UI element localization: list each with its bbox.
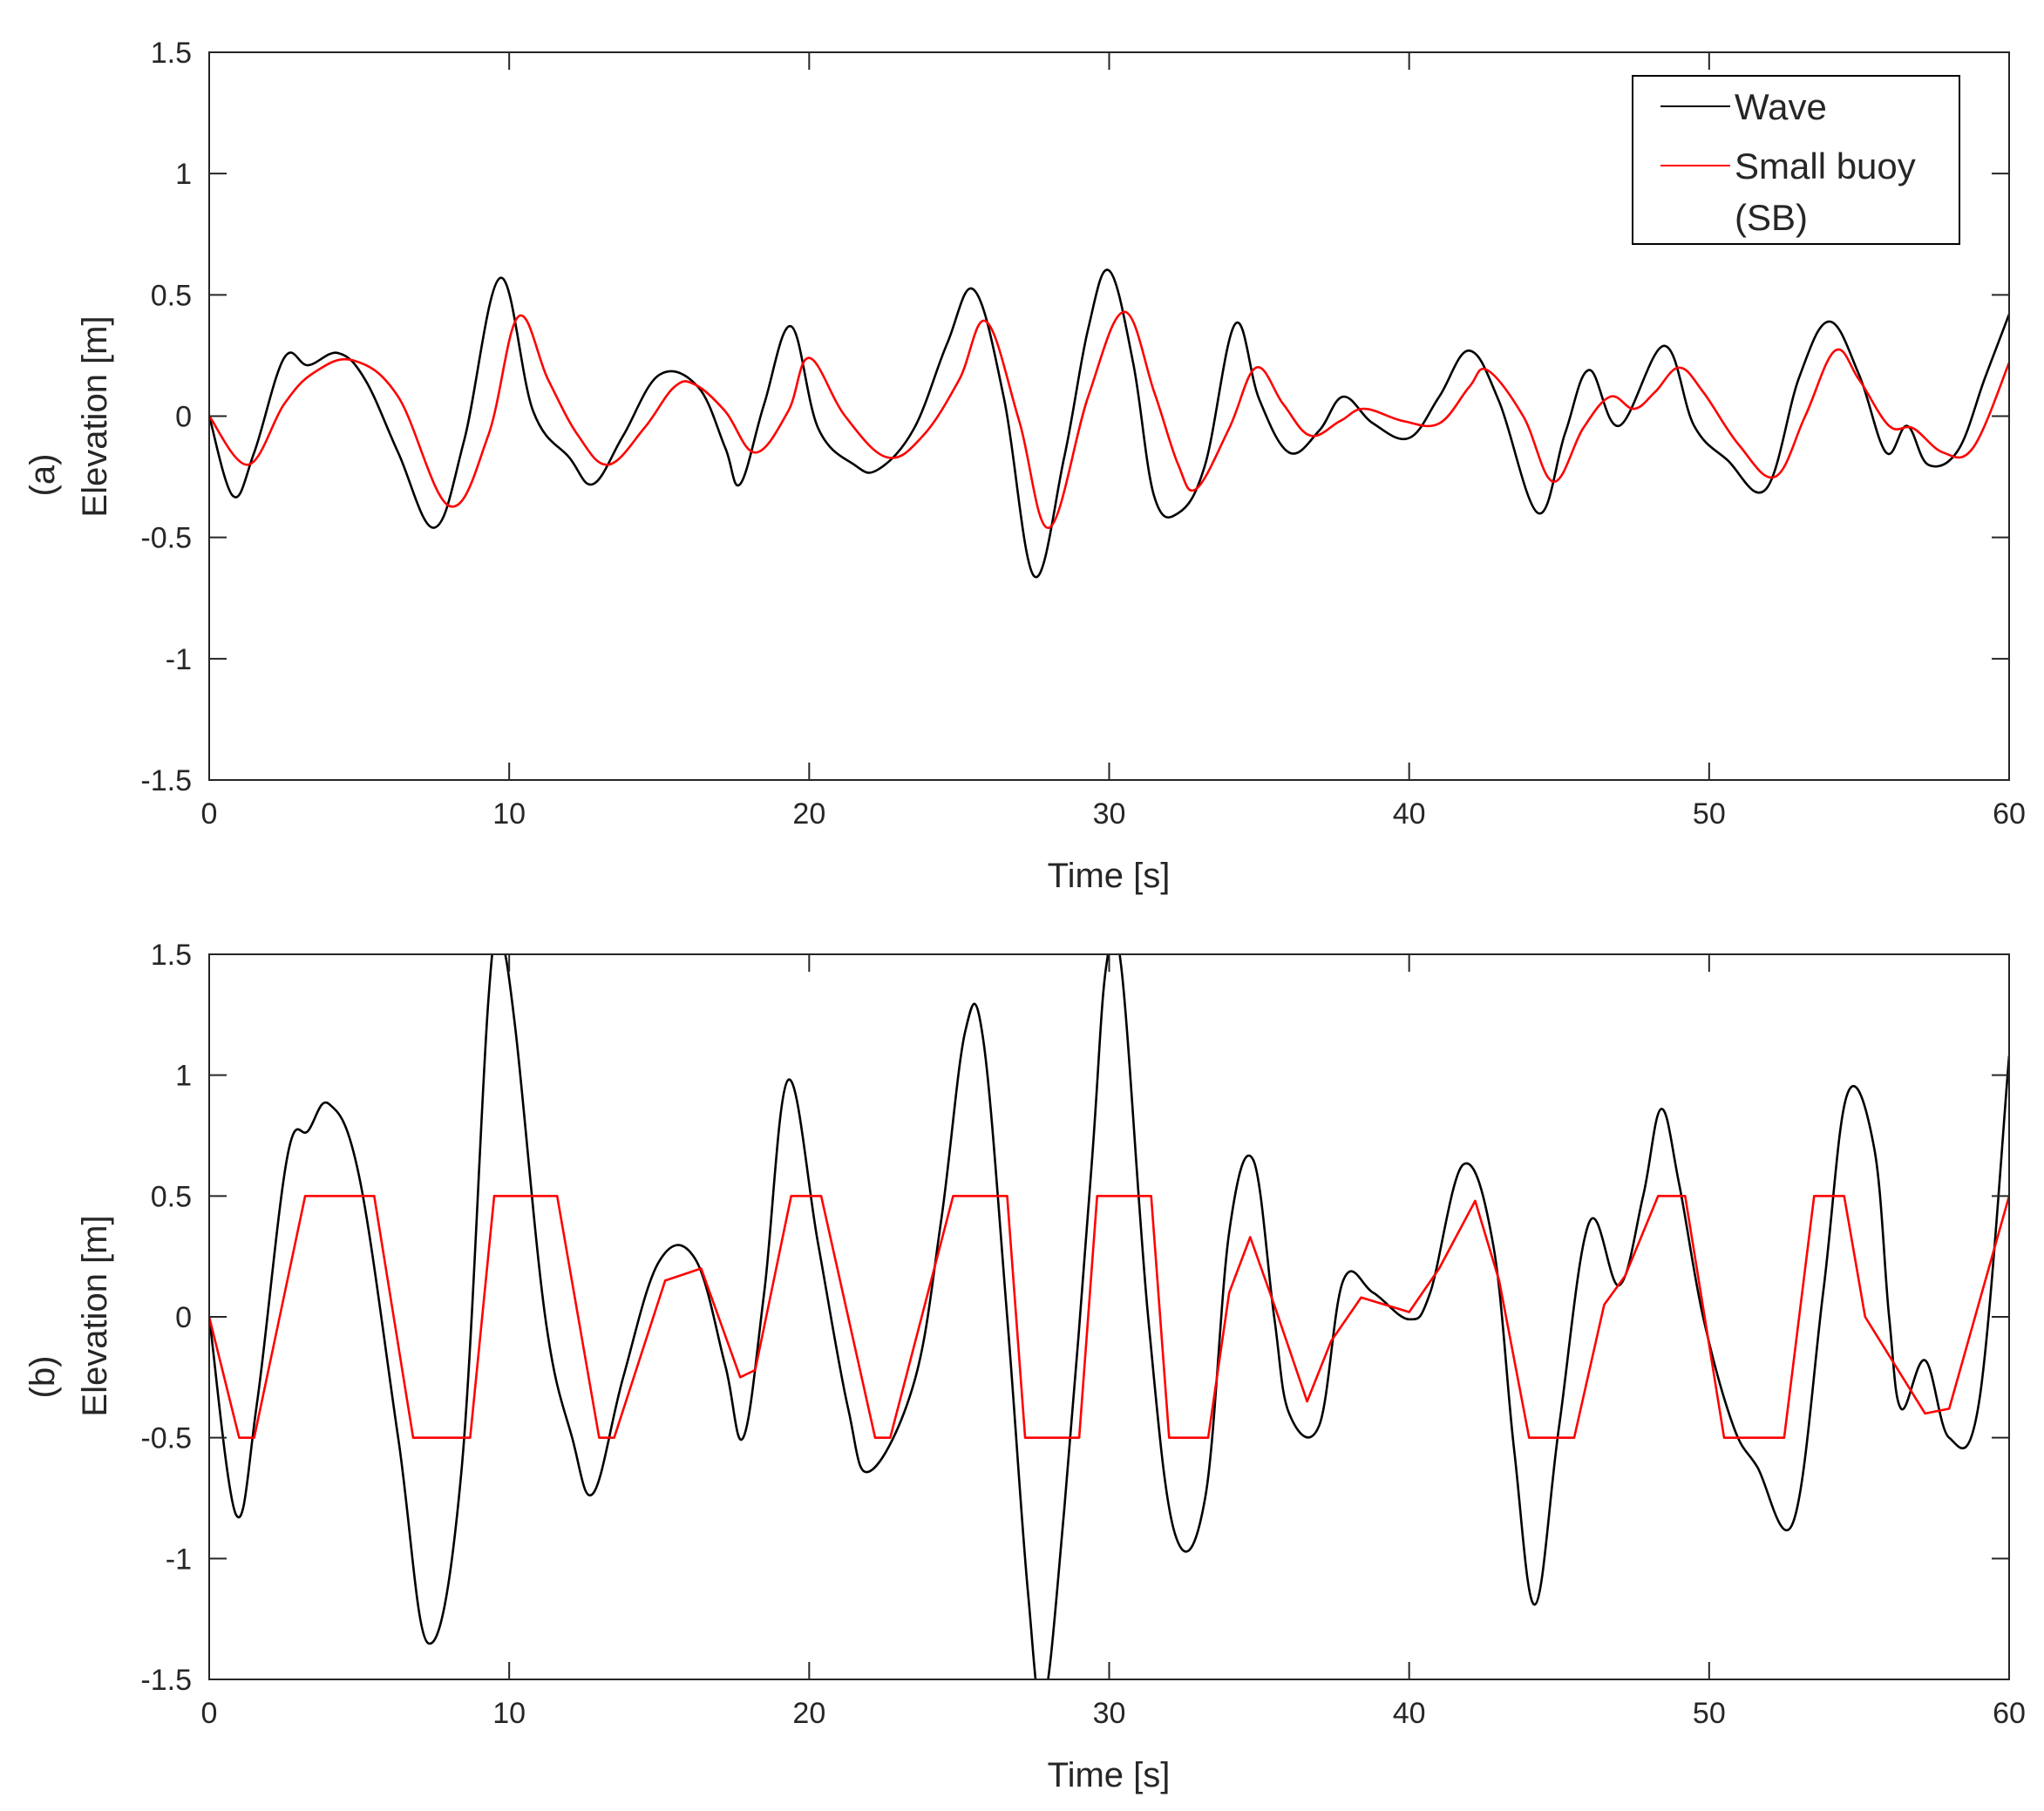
x-tick-label-b: 20 — [792, 1697, 825, 1730]
x-tick-label-a: 20 — [792, 797, 825, 831]
y-tick-label-b: 1 — [175, 1060, 192, 1093]
x-tick-label-b: 10 — [492, 1697, 526, 1730]
series-line-small-buoy-b — [209, 1195, 2009, 1439]
y-tick-label-b: -1 — [166, 1543, 192, 1576]
y-tick-label-a: 0 — [175, 401, 192, 434]
legend-box — [1632, 75, 1960, 245]
y-tick-label-b: 0 — [175, 1301, 192, 1334]
plot-area-b — [209, 954, 2009, 1679]
x-tick-label-a: 40 — [1393, 797, 1426, 831]
ticks-group-b: 0 10 20 30 40 50 60 -1.5 -1 -0.5 0 0.5 1 1.5 — [140, 939, 2026, 1730]
y-tick-label-a: -0.5 — [140, 522, 192, 555]
y-tick-label-b: 0.5 — [151, 1180, 192, 1213]
panel-label-a: (a) — [24, 454, 62, 497]
legend-wave-label: Wave — [1735, 86, 1827, 127]
panel-label-b: (b) — [24, 1356, 62, 1399]
y-tick-label-a: 0.5 — [151, 279, 192, 312]
legend-buoy-label-abbrev: (SB) — [1735, 197, 1808, 238]
x-tick-label-a: 60 — [1993, 797, 2026, 831]
y-tick-label-b: -1.5 — [140, 1664, 192, 1697]
x-tick-label-a: 30 — [1093, 797, 1126, 831]
panel-b: 0 10 20 30 40 50 60 -1.5 -1 -0.5 0 0.5 1 1.5 Time [s]… — [24, 939, 2026, 1794]
x-tick-label-a: 0 — [201, 797, 218, 831]
y-tick-label-a: 1 — [175, 158, 192, 191]
series-group-b — [209, 954, 2009, 1679]
legend-buoy-label: Small buoy — [1735, 146, 1916, 187]
x-tick-label-a: 10 — [492, 797, 526, 831]
x-axis-label-b: Time [s] — [1048, 1756, 1171, 1794]
y-tick-label-b: -0.5 — [140, 1422, 192, 1455]
series-line-small-buoy-a — [209, 310, 2009, 529]
x-tick-label-b: 0 — [201, 1697, 218, 1730]
x-tick-label-b: 30 — [1093, 1697, 1126, 1730]
y-tick-label-a: -1 — [166, 643, 192, 676]
series-group-a — [209, 268, 2009, 579]
ticks-group-a: 0 10 20 30 40 50 60 -1.5 -1 -0.5 0 0.5 1 1.5 — [140, 37, 2026, 831]
x-tick-label-b: 40 — [1393, 1697, 1426, 1730]
y-tick-label-b: 1.5 — [151, 939, 192, 972]
y-axis-label-b: Elevation [m] — [76, 1215, 114, 1416]
panel-a: 0 10 20 30 40 50 60 -1.5 -1 -0.5 0 0.5 1 1.5 Time [s]… — [24, 37, 2026, 895]
x-tick-label-b: 60 — [1993, 1697, 2026, 1730]
y-tick-label-a: 1.5 — [151, 37, 192, 70]
x-tick-label-b: 50 — [1693, 1697, 1726, 1730]
series-line-wave-a — [209, 268, 2009, 579]
y-tick-label-a: -1.5 — [140, 764, 192, 797]
legend: Wave Small buoy (SB) — [1632, 75, 1960, 245]
series-line-wave-b — [209, 954, 2009, 1679]
x-tick-label-a: 50 — [1693, 797, 1726, 831]
x-axis-label-a: Time [s] — [1048, 857, 1171, 895]
y-axis-label-a: Elevation [m] — [76, 315, 114, 517]
